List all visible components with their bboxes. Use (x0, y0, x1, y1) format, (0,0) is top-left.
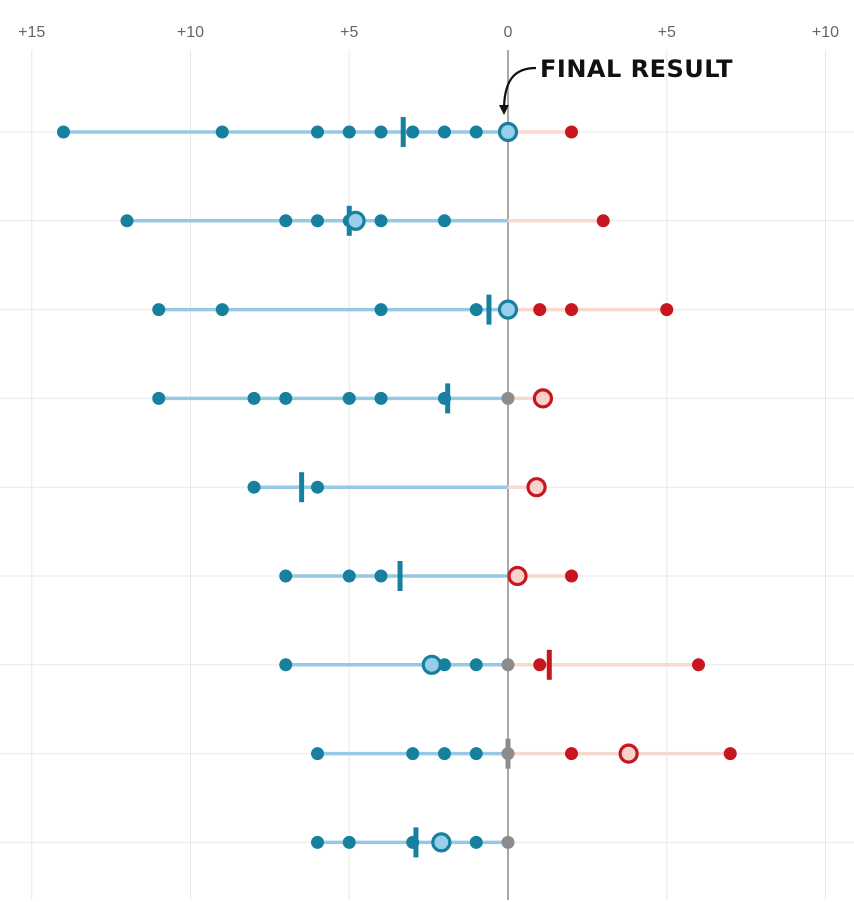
mean-marker (413, 827, 419, 858)
data-dot (565, 303, 578, 317)
mean-marker (505, 738, 511, 769)
data-dot (469, 835, 483, 849)
data-dot (279, 658, 293, 672)
row-group (120, 205, 610, 236)
data-dot (279, 569, 293, 583)
row-group (311, 827, 515, 858)
result-circle (497, 121, 519, 143)
data-dot (565, 747, 578, 761)
data-dot (342, 125, 356, 139)
data-dot (469, 303, 483, 317)
data-dot (311, 125, 324, 139)
x-tick-labels: +15 +10 +5 0 +5 +10 (18, 24, 839, 41)
data-dot (406, 747, 420, 761)
result-circle (526, 477, 547, 498)
x-tick-label: +5 (340, 24, 358, 41)
data-dot (501, 391, 515, 405)
mean-marker (299, 472, 305, 503)
data-dot (723, 747, 737, 761)
data-dot (565, 125, 578, 139)
result-circle (345, 210, 366, 231)
data-dot (247, 391, 261, 405)
annotation-layer: FINAL RESULT (499, 55, 733, 115)
data-dot (247, 480, 261, 494)
data-dot (374, 391, 388, 405)
data-dot (311, 747, 324, 761)
data-dot (406, 125, 420, 139)
data-dot (311, 214, 324, 228)
row-group (152, 383, 554, 414)
row-group (279, 561, 578, 591)
data-dot (660, 303, 674, 317)
final-result-label: FINAL RESULT (540, 55, 733, 83)
row-group (152, 294, 674, 325)
data-dot (533, 658, 547, 672)
data-dot (469, 125, 483, 139)
result-circle (532, 388, 554, 409)
result-circle (421, 654, 442, 675)
data-dot (311, 480, 324, 494)
rows-layer (57, 117, 737, 858)
data-dot (342, 835, 356, 849)
data-dot (342, 391, 356, 405)
x-tick-label: +15 (18, 24, 45, 41)
data-dot (311, 835, 324, 849)
data-dot (501, 658, 515, 672)
mean-marker (546, 649, 552, 680)
mean-marker (397, 561, 403, 591)
data-dot (438, 125, 451, 139)
data-dot (57, 125, 70, 139)
data-dot (596, 214, 610, 228)
data-dot (565, 569, 578, 583)
data-dot (120, 214, 134, 228)
data-dot (438, 747, 451, 761)
final-result-arrow (499, 66, 537, 115)
data-dot (692, 658, 705, 672)
data-dot (279, 391, 293, 405)
data-dot (152, 303, 166, 317)
data-dot (215, 303, 229, 317)
data-dot (469, 747, 483, 761)
data-dot (215, 125, 229, 139)
data-dot (374, 303, 388, 317)
result-circle (431, 832, 452, 853)
result-circle (507, 565, 528, 587)
data-dot (533, 303, 547, 317)
x-tick-label: +10 (812, 24, 839, 41)
data-dot (152, 391, 166, 405)
result-circle (497, 299, 519, 320)
grid-layer (0, 50, 854, 900)
data-dot (374, 214, 388, 228)
data-dot (342, 569, 356, 583)
data-dot (279, 214, 293, 228)
mean-marker (486, 294, 492, 325)
mean-marker (400, 117, 406, 147)
data-dot (438, 214, 451, 228)
mean-marker (445, 383, 451, 414)
data-dot (374, 569, 388, 583)
row-group (57, 117, 578, 147)
row-group (311, 738, 737, 769)
result-circle (618, 743, 639, 764)
row-group (279, 649, 705, 680)
x-tick-label: +5 (658, 24, 676, 41)
row-group (247, 472, 547, 503)
data-dot (501, 835, 515, 849)
data-dot (374, 125, 388, 139)
x-tick-label: +10 (177, 24, 204, 41)
x-tick-label: 0 (504, 24, 513, 41)
data-dot (469, 658, 483, 672)
